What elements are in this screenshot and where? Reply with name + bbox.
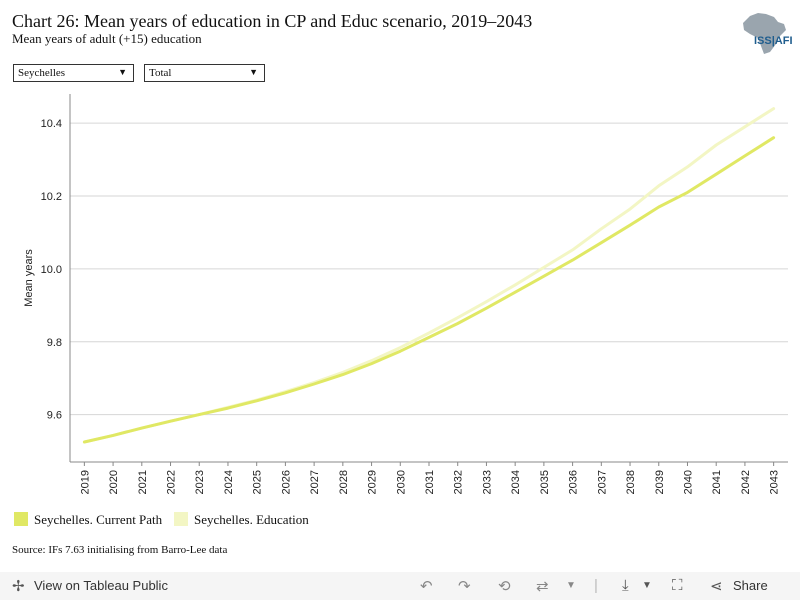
x-tick-label: 2033 [481, 470, 493, 494]
x-tick-label: 2036 [568, 470, 580, 494]
x-tick-label: 2043 [769, 470, 781, 494]
x-tick-label: 2028 [338, 470, 350, 494]
x-tick-label: 2027 [309, 470, 321, 494]
x-tick-label: 2024 [223, 470, 235, 494]
x-tick-label: 2040 [682, 470, 694, 494]
chart-title: Chart 26: Mean years of education in CP … [12, 11, 533, 31]
legend-item-current-path[interactable]: Seychelles. Current Path [14, 512, 162, 528]
x-tick-label: 2022 [166, 470, 178, 494]
dropdown-arrow-icon: ▼ [118, 67, 127, 77]
x-tick-label: 2034 [510, 470, 522, 494]
country-filter-value: Seychelles [18, 67, 66, 79]
chevron-down-icon[interactable]: ▼ [642, 580, 652, 591]
y-axis-label: Mean years [23, 249, 35, 307]
view-on-tableau-link[interactable]: View on Tableau Public [34, 578, 168, 593]
y-tick-label: 10.4 [41, 118, 62, 130]
x-tick-label: 2042 [740, 470, 752, 494]
share-icon[interactable]: ⋖ [710, 578, 723, 595]
y-tick-label: 10.0 [41, 264, 62, 276]
x-tick-label: 2032 [453, 470, 465, 494]
legend-item-education[interactable]: Seychelles. Education [174, 512, 309, 528]
x-tick-label: 2041 [711, 470, 723, 494]
legend-swatch-education [174, 512, 188, 526]
x-tick-label: 2025 [252, 470, 264, 494]
y-tick-label: 9.6 [47, 410, 62, 422]
fullscreen-icon[interactable]: ⛶ [672, 577, 683, 594]
x-tick-label: 2029 [367, 470, 379, 494]
legend-label-education: Seychelles. Education [194, 512, 309, 527]
series-line-seychelles-education [82, 107, 776, 444]
refresh-icon[interactable]: ⇄ [536, 578, 549, 595]
redo-icon[interactable]: ↷ [458, 578, 471, 595]
x-tick-label: 2035 [539, 470, 551, 494]
dropdown-arrow-icon: ▼ [249, 67, 258, 77]
x-tick-label: 2037 [596, 470, 608, 494]
x-tick-label: 2038 [625, 470, 637, 494]
toolbar-divider: | [594, 577, 598, 594]
tableau-logo-icon: ✢ [12, 578, 25, 595]
chart-subtitle: Mean years of adult (+15) education [12, 31, 202, 46]
x-tick-label: 2030 [395, 470, 407, 494]
source-note: Source: IFs 7.63 initialising from Barro… [12, 544, 228, 556]
chevron-down-icon[interactable]: ▼ [566, 580, 576, 591]
x-tick-label: 2026 [280, 470, 292, 494]
x-tick-label: 2039 [654, 470, 666, 494]
legend-label-current-path: Seychelles. Current Path [34, 512, 163, 527]
undo-icon[interactable]: ↶ [420, 578, 433, 595]
share-button[interactable]: Share [733, 578, 768, 593]
legend-swatch-current-path [14, 512, 28, 526]
tableau-footer: ✢ View on Tableau Public ↶ ↷ ⟲ ⇄ ▼ | ⤓ ▼… [0, 572, 800, 600]
x-tick-label: 2021 [137, 470, 149, 494]
group-filter-select[interactable]: Total ▼ [144, 64, 265, 82]
iss-africa-logo: ISS|AFI [743, 13, 792, 54]
x-tick-label: 2031 [424, 470, 436, 494]
logo-text: ISS|AFI [754, 35, 792, 47]
x-tick-label: 2023 [194, 470, 206, 494]
line-chart: 9.6 9.8 10.0 10.2 10.4 2019 2020 2021 2022 2023 20… [23, 94, 788, 494]
country-filter-select[interactable]: Seychelles ▼ [13, 64, 134, 82]
y-tick-label: 10.2 [41, 191, 62, 203]
x-tick-label: 2019 [79, 470, 91, 494]
series-line-seychelles-current-path [82, 136, 776, 444]
x-tick-label: 2020 [108, 470, 120, 494]
y-tick-label: 9.8 [47, 337, 62, 349]
revert-icon[interactable]: ⟲ [498, 578, 511, 595]
download-icon[interactable]: ⤓ [622, 577, 629, 594]
group-filter-value: Total [149, 67, 172, 79]
